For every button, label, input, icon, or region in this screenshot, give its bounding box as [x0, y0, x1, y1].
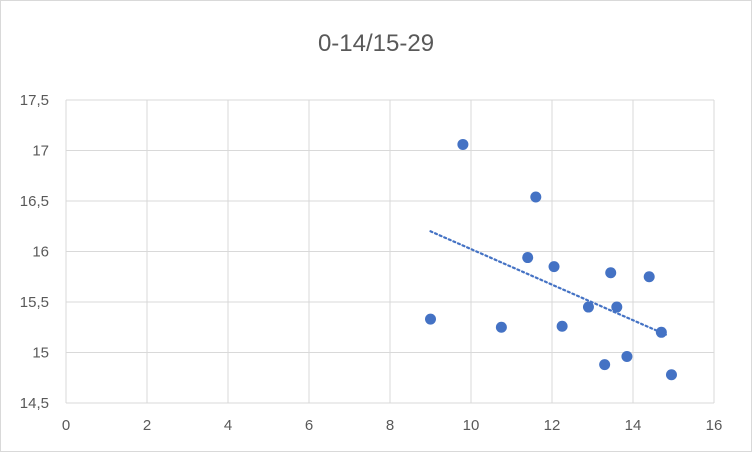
data-point — [611, 301, 623, 313]
data-point — [605, 267, 617, 279]
data-point — [495, 321, 507, 333]
y-tick-label: 17,5 — [20, 92, 49, 109]
x-tick-label: 14 — [625, 417, 642, 434]
data-points — [425, 138, 677, 381]
data-point — [582, 301, 594, 313]
y-tick-label: 16 — [32, 244, 49, 261]
data-point — [425, 313, 436, 325]
x-tick-label: 6 — [305, 417, 313, 434]
y-axis-tick-labels: 14,5 15 15,5 16 16,5 17 17,5 — [20, 92, 49, 412]
data-point — [530, 191, 542, 203]
trendline — [429, 230, 669, 337]
x-tick-label: 16 — [706, 417, 723, 434]
data-point — [522, 252, 534, 264]
x-tick-label: 8 — [386, 417, 394, 434]
trendline-group — [429, 230, 669, 337]
x-tick-label: 10 — [463, 417, 480, 434]
x-axis-tick-labels: 0 2 4 6 8 10 12 14 16 — [62, 417, 723, 434]
gridlines — [65, 99, 715, 404]
data-point — [457, 138, 469, 150]
data-point — [665, 369, 677, 381]
data-point — [621, 351, 633, 363]
y-tick-label: 15,5 — [20, 294, 49, 311]
y-tick-label: 16,5 — [20, 193, 49, 210]
data-point — [655, 326, 667, 338]
y-tick-label: 15 — [32, 345, 49, 362]
data-point — [599, 359, 611, 371]
chart-title: 0-14/15-29 — [317, 30, 435, 57]
x-tick-label: 4 — [224, 417, 232, 434]
y-tick-label: 14,5 — [20, 395, 49, 412]
x-tick-label: 2 — [143, 417, 151, 434]
data-point — [556, 320, 568, 332]
x-tick-label: 12 — [544, 417, 561, 434]
x-tick-label: 0 — [62, 417, 70, 434]
y-tick-label: 17 — [32, 143, 49, 160]
data-point — [548, 261, 560, 273]
data-point — [643, 271, 655, 283]
